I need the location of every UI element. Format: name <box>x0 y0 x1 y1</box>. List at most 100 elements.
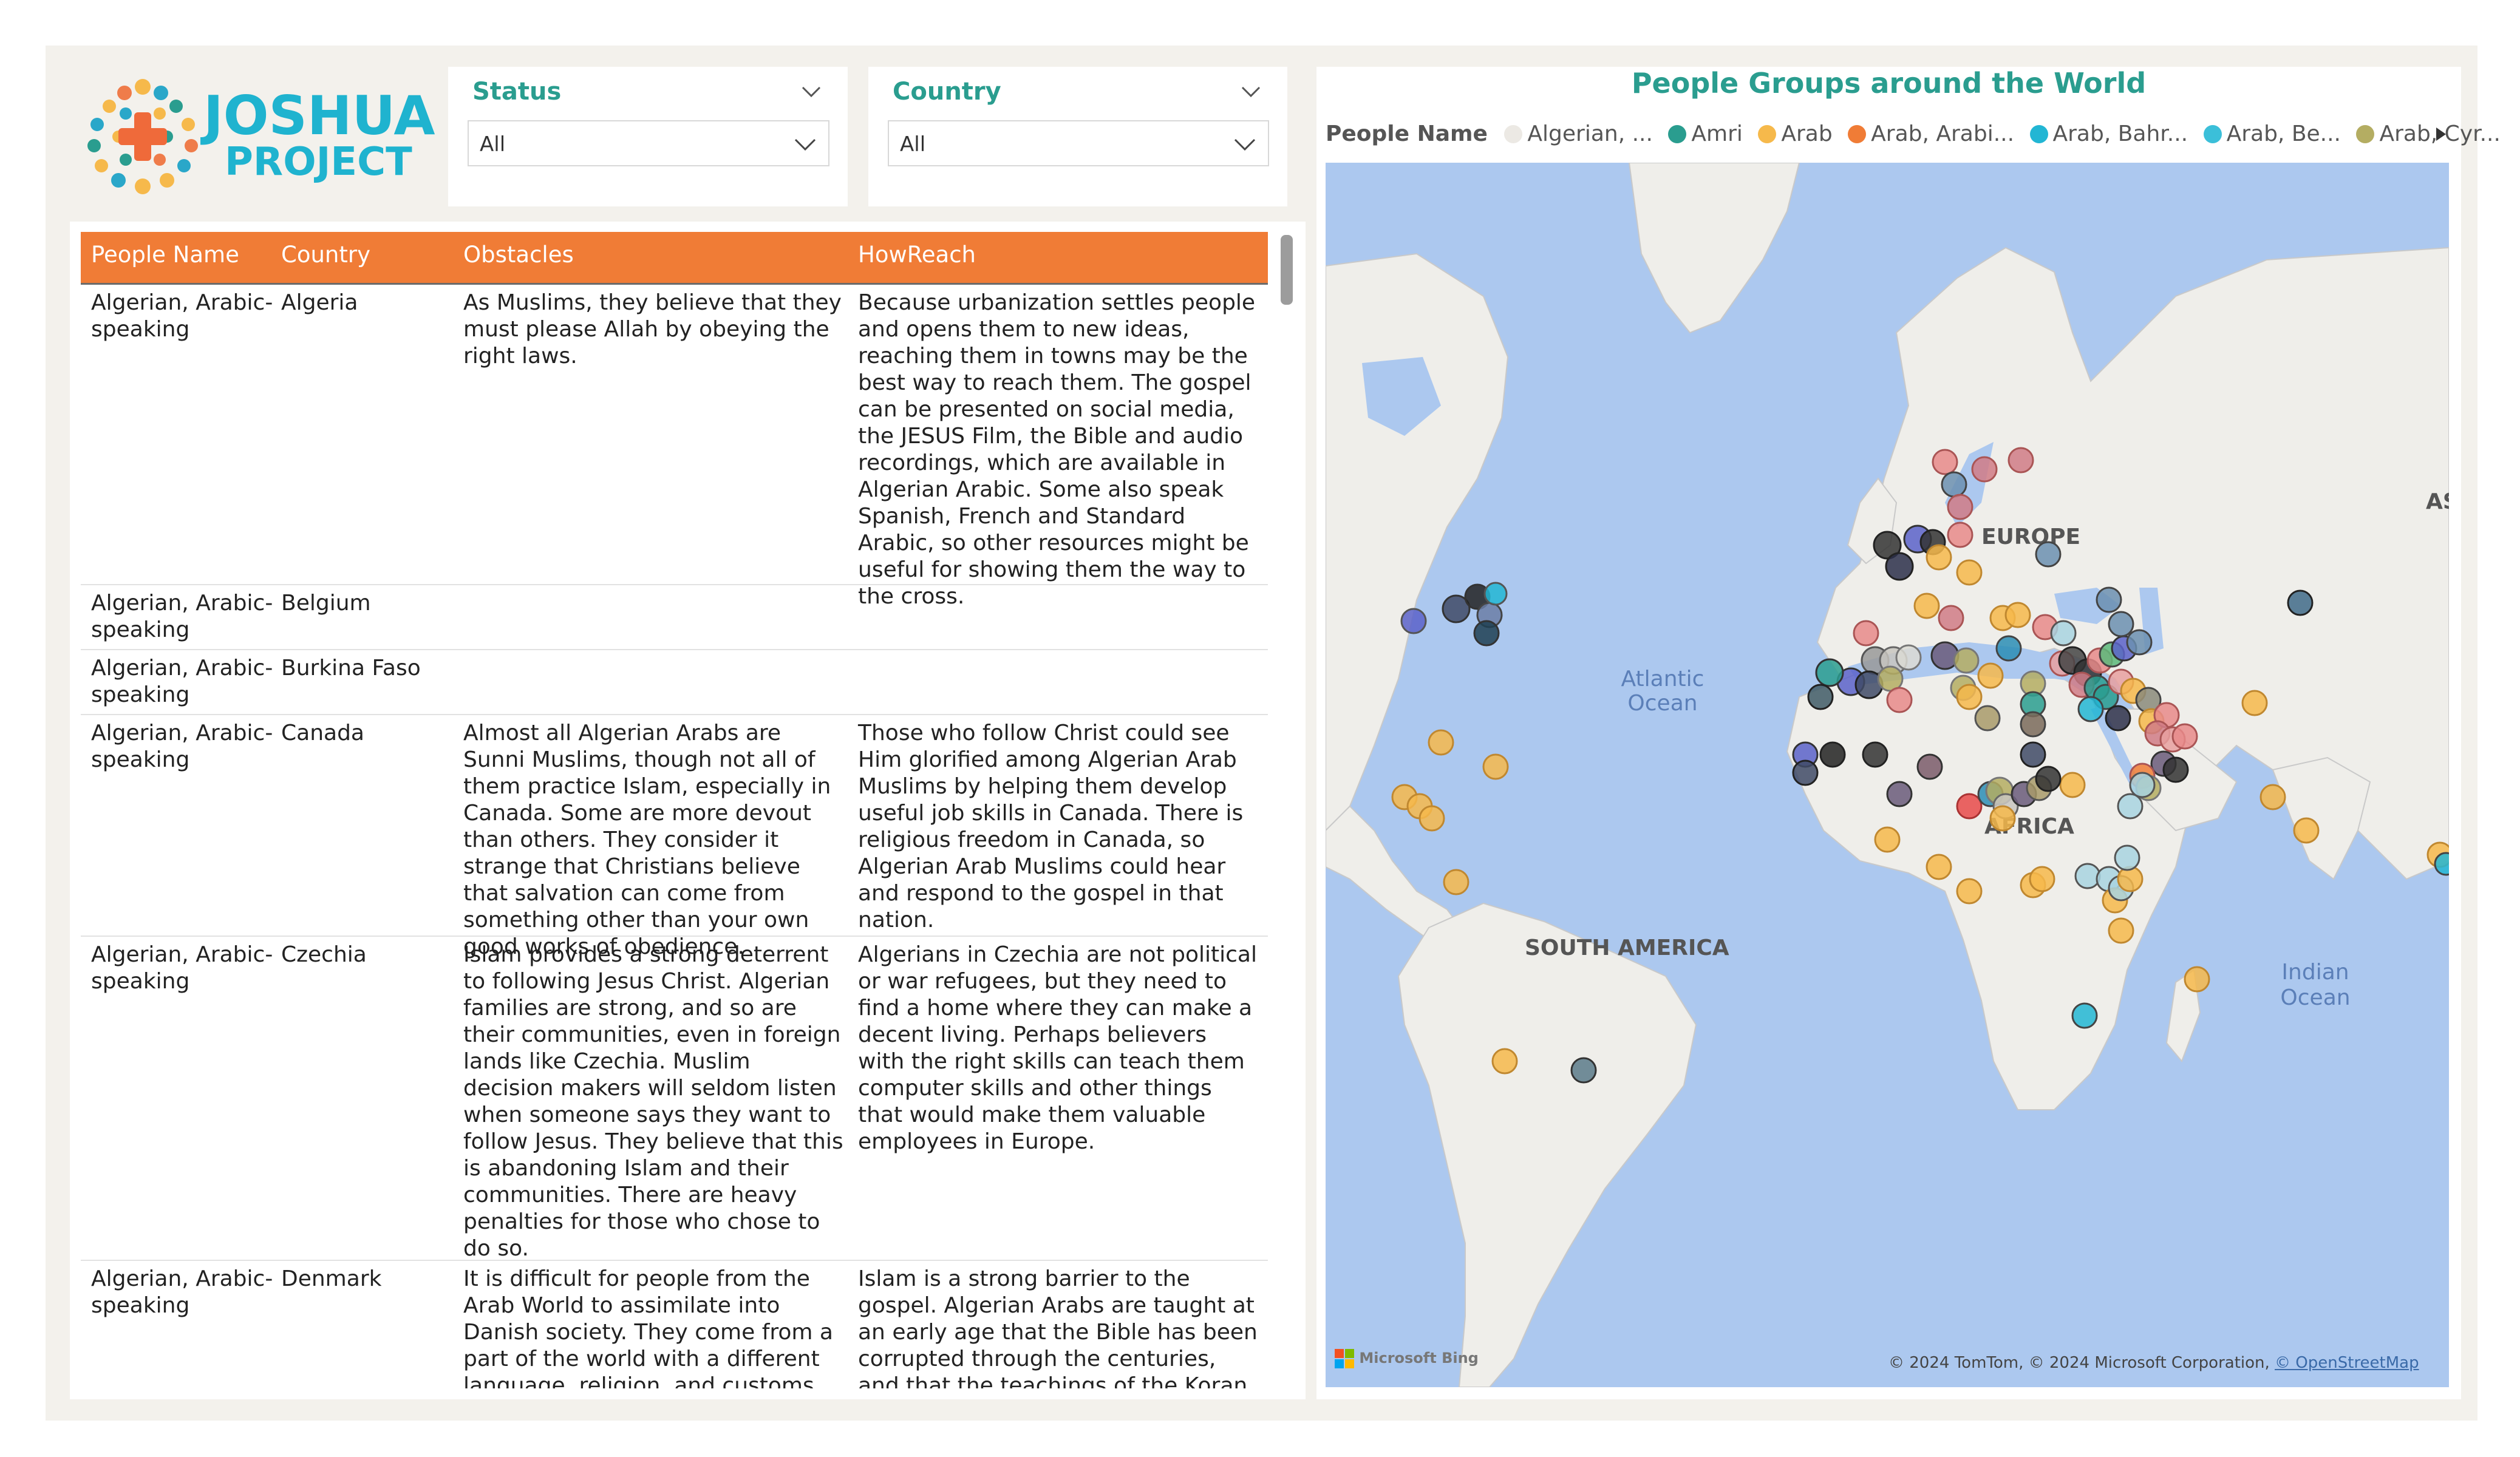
table-scrollbar[interactable] <box>1281 235 1293 305</box>
map-bubble[interactable] <box>1941 471 1967 498</box>
map-bubble[interactable] <box>1995 635 2022 662</box>
map-bubble[interactable] <box>1482 753 1509 780</box>
map-bubble[interactable] <box>2114 844 2140 871</box>
map-bubble[interactable] <box>2105 705 2131 732</box>
map-bubble[interactable] <box>1956 878 1983 905</box>
legend-item[interactable]: Arab <box>1758 121 1833 146</box>
map-bubble[interactable] <box>2035 766 2062 792</box>
map-bubble[interactable] <box>1886 687 1913 713</box>
map-bubble[interactable] <box>1570 1057 1597 1084</box>
map-bubble[interactable] <box>2126 629 2153 656</box>
map-bubble[interactable] <box>1418 805 1445 832</box>
map-bubble[interactable] <box>1913 593 1940 619</box>
map-bubble[interactable] <box>1895 644 1922 671</box>
legend-next-icon[interactable] <box>2434 125 2448 143</box>
column-header-country[interactable]: Country <box>281 242 370 268</box>
map-bubble[interactable] <box>2108 917 2134 944</box>
column-header-obstacles[interactable]: Obstacles <box>463 242 574 268</box>
map-bubble[interactable] <box>2293 817 2320 844</box>
map-bubble[interactable] <box>2171 723 2198 750</box>
map-bubble[interactable] <box>2184 966 2210 993</box>
map-bubble[interactable] <box>2241 690 2268 716</box>
legend-item[interactable]: Algerian, ... <box>1504 121 1653 146</box>
map-bubble[interactable] <box>2020 711 2046 738</box>
map-bubble[interactable] <box>1916 753 1943 780</box>
map-bubble[interactable] <box>1819 741 1846 768</box>
map-bubble[interactable] <box>2287 589 2314 616</box>
map-bubble[interactable] <box>1956 559 1983 586</box>
map-bubble[interactable] <box>1443 869 1469 895</box>
map-bubble[interactable] <box>2029 866 2055 892</box>
map-bubble[interactable] <box>1932 449 1958 475</box>
map-bubble[interactable] <box>1926 544 1952 571</box>
openstreetmap-link[interactable]: © OpenStreetMap <box>2275 1354 2419 1372</box>
map-bubble[interactable] <box>2004 602 2031 628</box>
country-slicer[interactable]: Country All <box>868 67 1287 206</box>
map-bubble[interactable] <box>2117 793 2144 820</box>
legend-item[interactable]: Arab, Arabi... <box>1848 121 2014 146</box>
map-bubble[interactable] <box>2117 866 2144 892</box>
map-bubble[interactable] <box>2434 852 2449 876</box>
map-bubble[interactable] <box>1400 608 1427 634</box>
table-row[interactable]: Algerian, Arabic-speaking Denmark It is … <box>81 1261 1268 1388</box>
map-bubble[interactable] <box>1956 684 1983 710</box>
map-bubble[interactable] <box>1947 494 1973 520</box>
map-bubble[interactable] <box>1428 729 1454 756</box>
map-bubble[interactable] <box>2108 611 2134 637</box>
map-bubble[interactable] <box>2020 741 2046 768</box>
chevron-down-icon[interactable] <box>1239 83 1263 101</box>
map-bubble[interactable] <box>1483 582 1508 606</box>
table-row[interactable]: Algerian, Arabic-speaking Canada Almost … <box>81 715 1268 959</box>
legend-item[interactable]: Arab, Cyr... <box>2356 121 2501 146</box>
chevron-down-icon[interactable] <box>799 83 823 101</box>
map-bubble[interactable] <box>2096 586 2122 613</box>
map-bubble[interactable] <box>2007 447 2034 474</box>
legend-item[interactable]: Amri <box>1668 121 1743 146</box>
map-bubble[interactable] <box>1977 662 2004 689</box>
map-bubble[interactable] <box>1853 620 1879 647</box>
legend-item[interactable]: Arab, Bahr... <box>2029 121 2188 146</box>
map-bubble[interactable] <box>1886 781 1913 807</box>
map-bubble[interactable] <box>1815 658 1844 687</box>
world-map[interactable]: EUROPE AFRICA SOUTH AMERICA AS Atlantic … <box>1326 163 2449 1387</box>
status-slicer[interactable]: Status All <box>448 67 848 206</box>
table-row[interactable]: Algerian, Arabic-speaking Algeria As Mus… <box>81 285 1268 609</box>
table-row[interactable]: Algerian, Arabic-speaking Czechia Islam … <box>81 937 1268 1261</box>
map-bubble[interactable] <box>1956 793 1983 820</box>
map-bubble[interactable] <box>1862 741 1888 768</box>
map-bubble[interactable] <box>1442 594 1471 623</box>
dropdown-chevron-icon[interactable] <box>1233 135 1257 153</box>
map-bubble[interactable] <box>1885 552 1914 581</box>
country-dropdown[interactable]: All <box>888 120 1269 166</box>
map-bubble[interactable] <box>2259 784 2286 810</box>
map-bubble[interactable] <box>1989 805 2016 832</box>
map-bubble[interactable] <box>2162 756 2189 783</box>
map-bubble[interactable] <box>1874 826 1901 853</box>
map-bubble[interactable] <box>2050 620 2077 647</box>
map-bubble[interactable] <box>1926 854 1952 880</box>
status-dropdown[interactable]: All <box>468 120 829 166</box>
map-bubble[interactable] <box>1974 705 2001 732</box>
map-bubble[interactable] <box>1792 759 1819 786</box>
column-header-people-name[interactable]: People Name <box>91 242 239 268</box>
map-bubble[interactable] <box>1491 1048 1518 1075</box>
map-bubble[interactable] <box>1873 531 1902 560</box>
map-bubble[interactable] <box>2074 863 2101 889</box>
table-row[interactable]: Algerian, Arabic-speaking Belgium <box>81 585 1268 650</box>
map-bubble[interactable] <box>2129 772 2156 798</box>
bubble-layer[interactable] <box>1391 447 2449 1084</box>
map-bubble[interactable] <box>1971 456 1998 483</box>
legend-item[interactable]: Arab, Be... <box>2203 121 2341 146</box>
map-bubble[interactable] <box>1953 647 1980 674</box>
map-bubble[interactable] <box>2035 541 2062 568</box>
map-bubble[interactable] <box>2059 772 2086 798</box>
map-bubble[interactable] <box>1947 521 1973 548</box>
map-bubble[interactable] <box>1473 620 1500 647</box>
map-bubble[interactable] <box>1807 684 1834 710</box>
map-bubble[interactable] <box>2077 696 2104 722</box>
map-bubble[interactable] <box>2071 1002 2098 1029</box>
map-bubble[interactable] <box>1938 605 1964 631</box>
table-row[interactable]: Algerian, Arabic-speaking Burkina Faso <box>81 650 1268 715</box>
column-header-howreach[interactable]: HowReach <box>858 242 976 268</box>
dropdown-chevron-icon[interactable] <box>793 135 817 153</box>
